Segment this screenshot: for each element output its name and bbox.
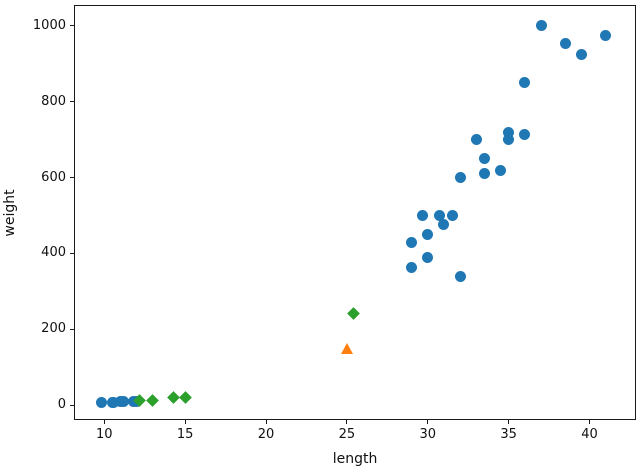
x-tick-mark — [508, 420, 510, 424]
data-point-blue-circles — [433, 209, 445, 221]
x-tick-mark — [184, 420, 186, 424]
data-point-green-diamonds — [178, 391, 192, 404]
data-point-blue-circles — [559, 37, 571, 49]
x-tick-mark — [265, 420, 267, 424]
y-tick-mark — [70, 177, 74, 179]
data-point-green-diamonds — [347, 306, 360, 320]
data-point-blue-circles — [422, 228, 434, 240]
data-point-blue-circles — [417, 209, 429, 221]
y-axis-label: weight — [2, 189, 18, 237]
data-point-blue-circles — [478, 168, 490, 180]
data-point-green-diamonds — [146, 394, 160, 407]
y-tick-label: 800 — [41, 93, 66, 109]
data-point-blue-circles — [519, 77, 531, 89]
x-tick-label: 10 — [95, 427, 113, 442]
data-point-blue-circles — [600, 29, 612, 41]
data-point-blue-circles — [118, 395, 130, 407]
y-tick-mark — [70, 252, 74, 254]
x-tick-mark — [427, 420, 429, 424]
data-point-blue-circles — [95, 397, 107, 408]
y-tick-label: 0 — [57, 397, 66, 413]
y-tick-label: 200 — [41, 321, 66, 337]
y-tick-label: 1000 — [32, 17, 66, 33]
plot-area — [74, 5, 636, 420]
x-tick-label: 30 — [419, 427, 437, 442]
x-tick-label: 35 — [500, 427, 517, 442]
y-tick-mark — [70, 404, 74, 406]
x-tick-label: 40 — [581, 427, 598, 442]
data-point-blue-circles — [470, 134, 482, 146]
data-point-blue-circles — [535, 20, 547, 32]
data-point-blue-circles — [454, 172, 466, 184]
data-point-blue-circles — [422, 251, 434, 263]
data-point-blue-circles — [446, 209, 458, 221]
data-point-orange-triangle — [340, 342, 353, 354]
x-tick-mark — [103, 420, 105, 424]
y-tick-mark — [70, 101, 74, 103]
data-point-blue-circles — [438, 219, 450, 231]
x-tick-mark — [589, 420, 591, 424]
data-point-blue-circles — [495, 164, 507, 176]
data-point-blue-circles — [406, 236, 418, 248]
data-point-blue-circles — [519, 128, 531, 140]
y-tick-mark — [70, 328, 74, 330]
data-point-blue-circles — [503, 134, 515, 146]
x-tick-label: 20 — [257, 427, 275, 442]
data-point-blue-circles — [503, 126, 515, 138]
y-tick-label: 400 — [41, 245, 66, 261]
data-point-blue-circles — [454, 270, 466, 282]
x-tick-mark — [346, 420, 348, 424]
data-point-blue-circles — [406, 261, 418, 273]
x-tick-label: 25 — [338, 427, 356, 442]
y-tick-label: 600 — [41, 169, 66, 185]
data-point-blue-circles — [575, 48, 587, 60]
x-tick-label: 15 — [176, 427, 194, 442]
y-tick-mark — [70, 25, 74, 27]
data-point-blue-circles — [108, 396, 120, 408]
x-axis-label: length — [332, 451, 378, 467]
data-point-blue-circles — [478, 153, 490, 165]
